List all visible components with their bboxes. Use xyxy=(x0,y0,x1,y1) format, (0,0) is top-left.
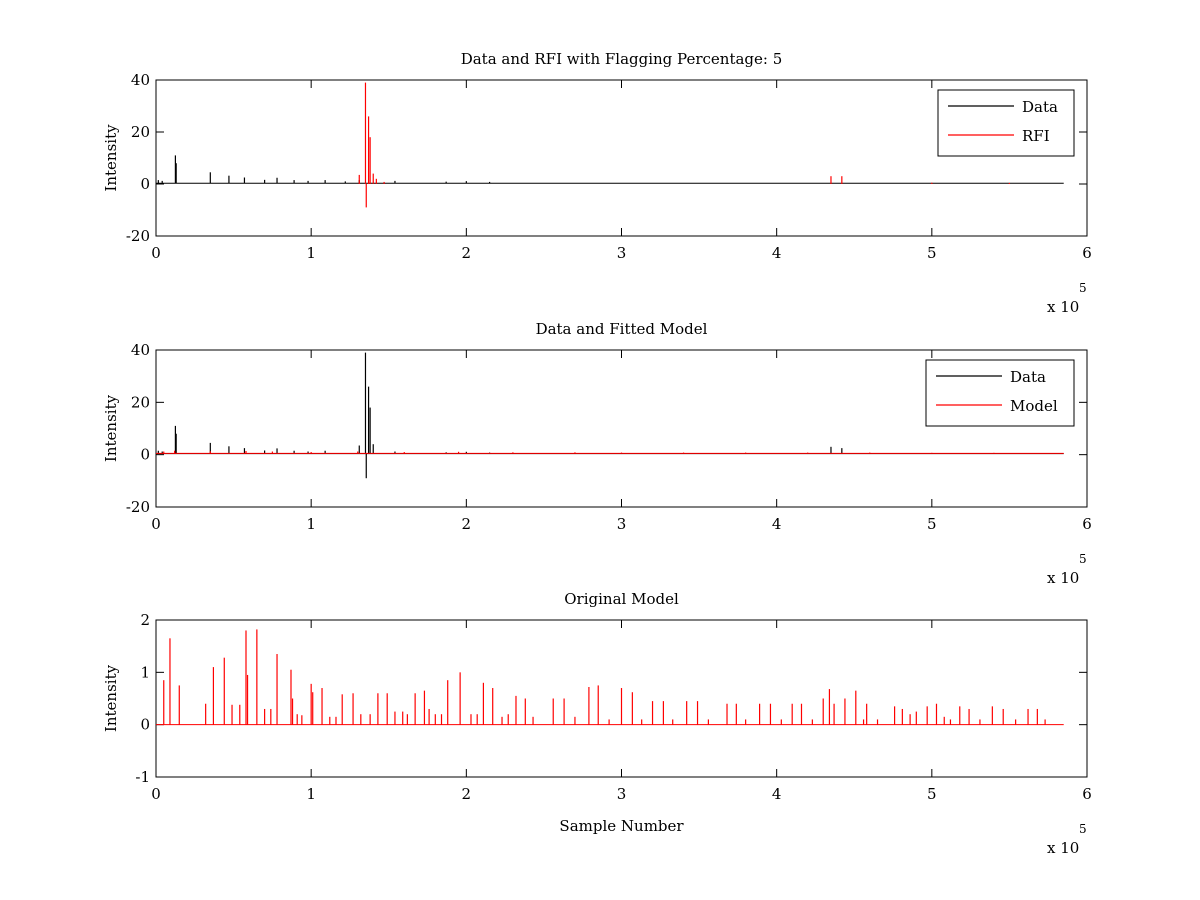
plot-area xyxy=(156,82,1064,208)
x-tick-label: 6 xyxy=(1082,244,1092,262)
x-tick-label: 4 xyxy=(772,244,782,262)
legend: Data Model xyxy=(925,359,1075,427)
axes-frame xyxy=(155,79,1088,237)
x-tick-label: 4 xyxy=(772,515,782,533)
x-tick-label: 5 xyxy=(927,515,937,533)
legend-label: RFI xyxy=(1022,127,1050,145)
y-axis-label: Intensity xyxy=(102,124,120,192)
x-tick-label: 4 xyxy=(772,785,782,803)
y-tick-label: 40 xyxy=(131,71,150,89)
x-tick-label: 1 xyxy=(306,785,316,803)
x-tick-label: 0 xyxy=(151,785,161,803)
x-axis-multiplier-exponent: 5 xyxy=(1079,552,1087,566)
y-tick-label: 2 xyxy=(140,611,150,629)
y-tick-label: -1 xyxy=(135,768,150,786)
x-axis-multiplier: x 10 xyxy=(1047,298,1079,316)
y-tick-label: 20 xyxy=(131,393,150,411)
y-tick-label: 1 xyxy=(140,663,150,681)
x-tick-label: 2 xyxy=(462,515,472,533)
chart-title: Data and RFI with Flagging Percentage: 5 xyxy=(461,50,783,68)
legend-label: Data xyxy=(1022,98,1058,116)
legend: Data RFI xyxy=(937,89,1075,157)
y-tick-label: -20 xyxy=(126,227,150,245)
x-tick-label: 3 xyxy=(617,785,627,803)
plot-area xyxy=(156,629,1064,726)
chart-title: Original Model xyxy=(564,590,679,608)
series-rfi xyxy=(358,82,1011,208)
x-axis-multiplier: x 10 xyxy=(1047,569,1079,587)
plot-area xyxy=(156,352,1064,479)
y-tick-label: -20 xyxy=(126,498,150,516)
y-tick-label: 0 xyxy=(140,716,150,734)
x-axis-multiplier-exponent: 5 xyxy=(1079,281,1087,295)
x-tick-label: 0 xyxy=(151,244,161,262)
x-tick-label: 3 xyxy=(617,515,627,533)
x-tick-label: 0 xyxy=(151,515,161,533)
x-tick-label: 5 xyxy=(927,785,937,803)
y-tick-label: 0 xyxy=(140,175,150,193)
x-tick-label: 1 xyxy=(306,244,316,262)
y-tick-label: 40 xyxy=(131,341,150,359)
legend-label: Data xyxy=(1010,368,1046,386)
y-axis-label: Intensity xyxy=(102,394,120,462)
x-tick-label: 6 xyxy=(1082,515,1092,533)
x-axis-multiplier-exponent: 5 xyxy=(1079,822,1087,836)
legend-label: Model xyxy=(1010,397,1058,415)
x-tick-label: 5 xyxy=(927,244,937,262)
y-tick-label: 0 xyxy=(140,446,150,464)
x-tick-label: 3 xyxy=(617,244,627,262)
series-model xyxy=(156,450,1064,454)
series-data xyxy=(156,155,1064,184)
x-tick-label: 6 xyxy=(1082,785,1092,803)
y-tick-label: 20 xyxy=(131,123,150,141)
x-tick-label: 2 xyxy=(462,244,472,262)
x-tick-label: 2 xyxy=(462,785,472,803)
x-axis-multiplier: x 10 xyxy=(1047,839,1079,857)
y-axis-label: Intensity xyxy=(102,664,120,732)
x-tick-label: 1 xyxy=(306,515,316,533)
chart-title: Data and Fitted Model xyxy=(536,320,708,338)
series-model xyxy=(156,629,1064,726)
x-axis-label: Sample Number xyxy=(559,817,684,835)
